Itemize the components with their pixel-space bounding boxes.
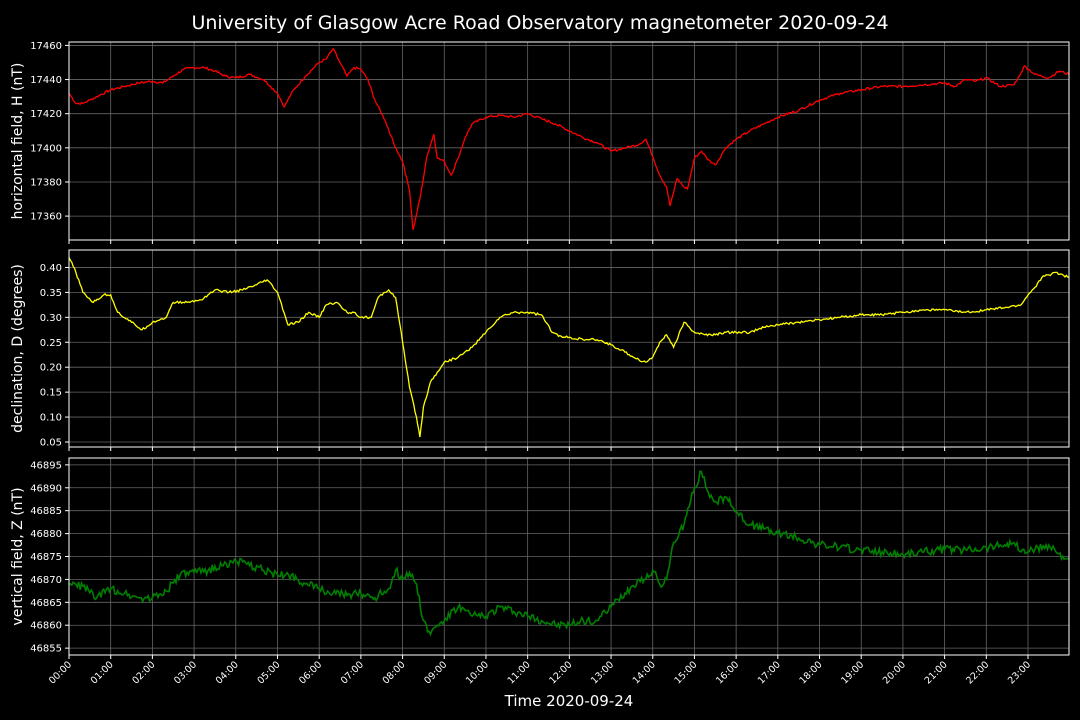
y-tick-label: 17460 (30, 41, 62, 52)
y-tick-label: 46875 (30, 552, 62, 563)
series-line-D (69, 257, 1069, 438)
y-tick-label: 0.15 (40, 388, 62, 399)
y-tick-label: 0.35 (40, 288, 62, 299)
y-tick-label: 0.25 (40, 338, 62, 349)
y-tick-label: 0.40 (40, 263, 62, 274)
y-tick-label: 17420 (30, 109, 62, 120)
panel-H: 17360 17380 17400 17420 17440 17460 horizontal… (10, 41, 1070, 244)
y-tick-label: 46870 (30, 575, 62, 586)
y-tick-label: 17360 (30, 212, 62, 223)
y-tick-label: 46885 (30, 506, 62, 517)
y-tick-label: 17440 (30, 75, 62, 86)
y-tick-label: 0.20 (40, 363, 62, 374)
y-tick-label: 46880 (30, 529, 62, 540)
y-tick-label: 0.05 (40, 438, 62, 449)
y-axis-label-Z: vertical field, Z (nT) (10, 487, 26, 625)
series-line-Z (69, 470, 1069, 637)
y-tick-label: 46860 (30, 621, 62, 632)
y-axis-label-D: declination, D (degrees) (10, 264, 26, 433)
x-axis-label: Time 2020-09-24 (504, 692, 634, 710)
y-axis-label-H: horizontal field, H (nT) (10, 63, 26, 220)
panel-D: 0.05 0.10 0.15 0.20 0.25 0.30 0.35 0.40 declinat… (10, 249, 1070, 451)
y-tick-label: 46855 (30, 644, 62, 655)
y-tick-label: 0.30 (40, 313, 62, 324)
panel-frame (68, 457, 1070, 656)
panels: 17360 17380 17400 17420 17440 17460 horizontal… (10, 41, 1070, 659)
y-tick-label: 0.10 (40, 413, 62, 424)
y-tick-label: 46890 (30, 483, 62, 494)
y-tick-label: 17380 (30, 177, 62, 188)
panel-frame (68, 249, 1070, 448)
y-tick-label: 46865 (30, 598, 62, 609)
chart-title: University of Glasgow Acre Road Observat… (191, 12, 888, 34)
y-tick-label: 17400 (30, 143, 62, 154)
y-tick-label: 46895 (30, 460, 62, 471)
panel-frame (68, 41, 1070, 241)
panel-Z: 46855 46860 46865 46870 46875 46880 46885 46890… (10, 457, 1070, 659)
series-line-H (69, 47, 1069, 230)
